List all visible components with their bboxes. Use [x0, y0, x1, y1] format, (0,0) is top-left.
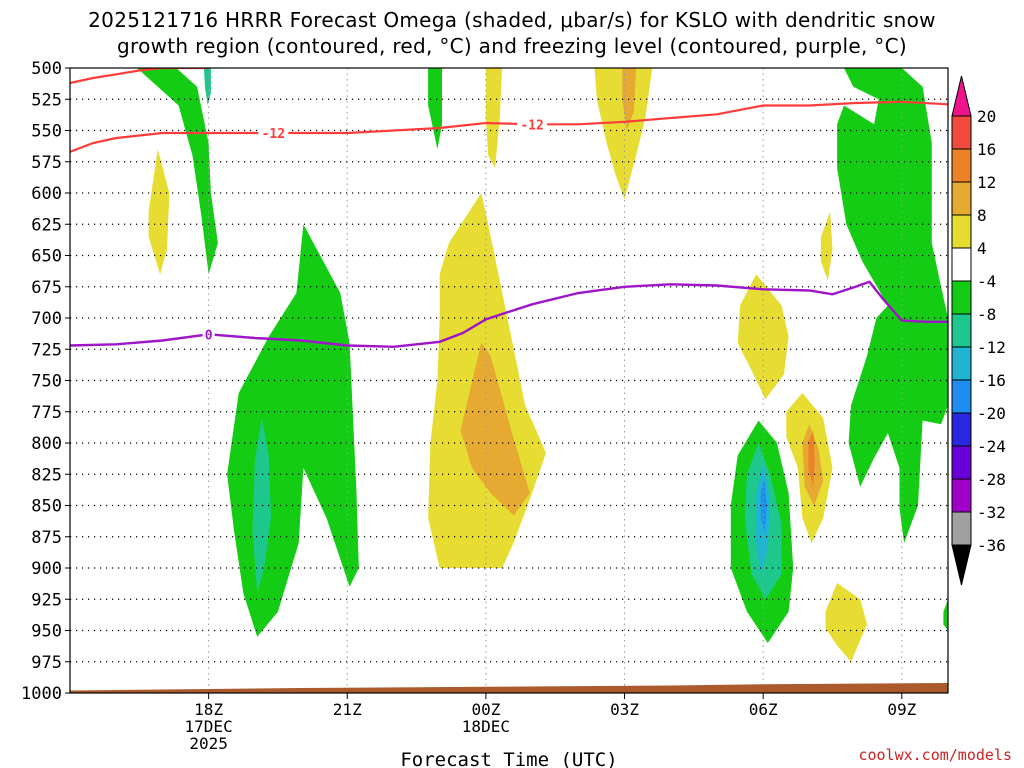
colorbar-label: -16 — [977, 371, 1006, 390]
x-tick-label: 00Z — [471, 700, 500, 719]
dgz-contour-line-0 — [70, 68, 209, 85]
colorbar-label: -4 — [977, 272, 996, 291]
colorbar-label: -28 — [977, 470, 1006, 489]
contour-lines: -12 -12 0 — [70, 68, 948, 349]
colorbar-box — [951, 148, 972, 183]
y-tick-label: 700 — [31, 309, 62, 329]
omega-region-5 — [943, 599, 948, 631]
dgz-label-bg-0 — [258, 125, 289, 141]
omega-region-4 — [837, 68, 948, 543]
x-tick-label: 18Z — [194, 700, 223, 719]
y-tick-label: 725 — [31, 340, 62, 360]
y-tick-label: 525 — [31, 90, 62, 110]
omega-region-15 — [737, 274, 789, 400]
colorbar-box — [951, 280, 972, 315]
y-tick-label: 825 — [31, 465, 62, 485]
colorbar-box — [951, 247, 972, 282]
colorbar-box — [951, 346, 972, 381]
colorbar-box — [951, 313, 972, 348]
y-tick-label: 675 — [31, 278, 62, 298]
colorbar-label: -36 — [977, 536, 1006, 555]
colorbar-bottom-arrow — [951, 544, 972, 586]
axes: 500 525 550 575 600 625 650 675 700 725 750 775 800 8… — [21, 59, 917, 753]
omega-region-0 — [137, 68, 218, 275]
colorbar-box — [951, 445, 972, 480]
x-tick-label: 03Z — [610, 700, 639, 719]
y-tick-label: 600 — [31, 184, 62, 204]
y-tick-label: 500 — [31, 59, 62, 79]
y-tick-label: 850 — [31, 497, 62, 517]
colorbar-label: 12 — [977, 173, 996, 192]
omega-region-19 — [460, 343, 530, 516]
omega-region-14 — [594, 68, 653, 200]
omega-region-7 — [252, 418, 271, 593]
colorbar-label: -20 — [977, 404, 1006, 423]
omega-region-11 — [148, 149, 170, 275]
x-tick-label: 06Z — [749, 700, 778, 719]
y-tick-label: 625 — [31, 215, 62, 235]
x-tick-label: 09Z — [887, 700, 916, 719]
omega-region-6 — [204, 68, 211, 106]
colorbar-label: 20 — [977, 107, 996, 126]
colorbar-label: 8 — [977, 206, 987, 225]
colorbar-label: -24 — [977, 437, 1006, 456]
y-tick-label: 550 — [31, 122, 62, 142]
colorbar-label: 16 — [977, 140, 996, 159]
dgz-contour-line-1 — [70, 100, 948, 153]
colorbar-label: -32 — [977, 503, 1006, 522]
dgz-label-bg-1 — [517, 116, 548, 133]
dgz-contour-label: -12 — [262, 127, 285, 142]
omega-region-13 — [485, 68, 503, 168]
chart-title-line-2: growth region (contoured, red, °C) and f… — [117, 34, 907, 58]
colorbar-box — [951, 181, 972, 216]
colorbar-top-arrow — [951, 75, 972, 117]
omega-region-22 — [808, 430, 815, 487]
colorbar-box — [951, 379, 972, 414]
y-tick-label: 575 — [31, 153, 62, 173]
x-tick-label: 17DEC — [185, 717, 233, 736]
chart-title-line-1: 2025121716 HRRR Forecast Omega (shaded, … — [88, 8, 936, 32]
y-tick-label: 950 — [31, 622, 62, 642]
colorbar-label: -12 — [977, 338, 1006, 357]
colorbar-label: 4 — [977, 239, 987, 258]
credit-label: coolwx.com/models — [858, 746, 1012, 764]
y-tick-label: 775 — [31, 403, 62, 423]
omega-region-16 — [820, 211, 833, 281]
omega-region-18 — [825, 583, 868, 662]
terrain-fill — [70, 683, 948, 693]
colorbar: 20 16 12 8 4 -4 -8 -12 -16 -20 -24 -28 -32 -36 — [951, 75, 1006, 586]
y-tick-label: 925 — [31, 590, 62, 610]
colorbar-box — [951, 412, 972, 447]
y-tick-label: 975 — [31, 653, 62, 673]
x-tick-label: 21Z — [333, 700, 362, 719]
freezing-level-line — [70, 280, 948, 349]
x-tick-label: 18DEC — [462, 717, 510, 736]
y-tick-label: 900 — [31, 559, 62, 579]
omega-shading — [137, 68, 948, 662]
y-tick-label: 875 — [31, 528, 62, 548]
colorbar-box — [951, 478, 972, 513]
colorbar-label: -8 — [977, 305, 996, 324]
y-tick-label: 650 — [31, 247, 62, 267]
colorbar-box — [951, 214, 972, 249]
y-tick-label: 800 — [31, 434, 62, 454]
x-tick-label: 2025 — [189, 734, 228, 753]
freezing-label-bg — [202, 326, 215, 343]
terrain — [70, 683, 948, 693]
grid-lines — [70, 68, 948, 693]
colorbar-box — [951, 115, 972, 150]
dgz-contour-label: -12 — [520, 118, 543, 133]
y-tick-label: 1000 — [21, 684, 62, 704]
freezing-level-label: 0 — [205, 328, 213, 343]
x-axis-label: Forecast Time (UTC) — [400, 749, 617, 768]
omega-region-10 — [760, 478, 767, 533]
y-tick-label: 750 — [31, 372, 62, 392]
colorbar-box — [951, 511, 972, 546]
